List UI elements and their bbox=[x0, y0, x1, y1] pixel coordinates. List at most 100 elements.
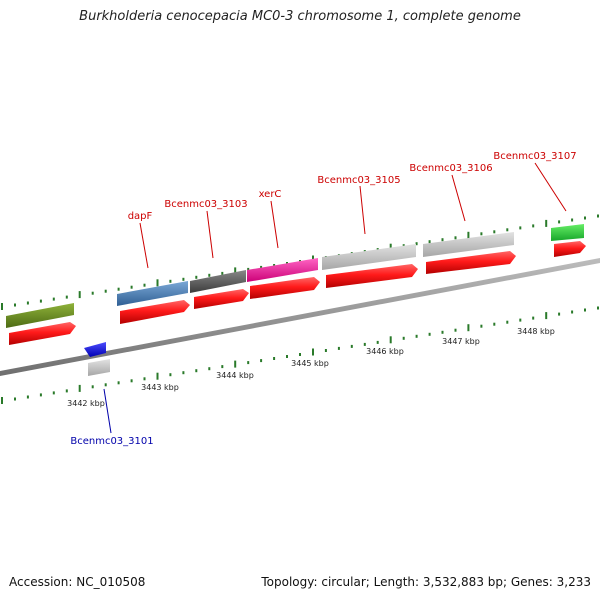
gene-label-bcenmc03-3105[interactable]: Bcenmc03_3105 bbox=[317, 175, 400, 186]
cds-arrow[interactable] bbox=[250, 277, 320, 299]
kbp-label: 3442 kbp bbox=[67, 399, 105, 408]
leader-line-xerc bbox=[270, 200, 279, 249]
upper-feature-row bbox=[6, 224, 584, 328]
lower-track-minor-tick bbox=[597, 306, 599, 310]
upper-track-minor-tick bbox=[143, 283, 146, 287]
gene-label-bcenmc03-3103[interactable]: Bcenmc03_3103 bbox=[164, 199, 247, 210]
upper-track-minor-tick bbox=[91, 291, 94, 295]
upper-track-minor-tick bbox=[493, 230, 496, 234]
gene-feature-bcenmc03-3106[interactable] bbox=[423, 232, 514, 257]
cds-arrow[interactable] bbox=[554, 241, 586, 257]
upper-track-minor-tick bbox=[52, 297, 55, 301]
gene-feature-bcenmc03-3105[interactable] bbox=[322, 244, 416, 270]
lower-track-minor-tick bbox=[350, 344, 353, 348]
lower-track-minor-tick bbox=[104, 383, 107, 387]
upper-track-minor-tick bbox=[221, 271, 224, 275]
lower-track-minor-tick bbox=[91, 385, 94, 389]
lower-track-minor-tick bbox=[14, 397, 16, 401]
lower-track-minor-tick bbox=[441, 330, 444, 334]
gene-label-xerc[interactable]: xerC bbox=[259, 189, 282, 200]
reverse-feature-row bbox=[84, 342, 110, 376]
cds-arrow[interactable] bbox=[426, 251, 516, 274]
gene-feature-reverse-blue[interactable] bbox=[84, 342, 106, 357]
upper-track-minor-tick bbox=[441, 238, 444, 242]
gene-feature-dapf[interactable] bbox=[117, 281, 188, 306]
cds-arrow[interactable] bbox=[120, 300, 190, 324]
lower-track-major-tick bbox=[1, 397, 3, 404]
lower-track-major-tick bbox=[234, 360, 237, 368]
upper-track-major-tick bbox=[389, 243, 392, 251]
upper-track-minor-tick bbox=[195, 275, 198, 279]
lower-track-minor-tick bbox=[558, 312, 561, 316]
lower-track-minor-tick bbox=[454, 328, 457, 332]
upper-track-minor-tick bbox=[169, 279, 172, 283]
upper-track-minor-tick bbox=[65, 295, 68, 299]
lower-track-minor-tick bbox=[480, 324, 483, 328]
lower-track-major-tick bbox=[78, 384, 81, 392]
lower-track-minor-tick bbox=[428, 332, 431, 336]
cds-arrow[interactable] bbox=[194, 289, 249, 309]
lower-track-minor-tick bbox=[169, 373, 172, 377]
gene-feature-olive[interactable] bbox=[6, 303, 74, 328]
lower-track-major-tick bbox=[545, 312, 548, 320]
lower-track-minor-tick bbox=[402, 336, 405, 340]
lower-track-minor-tick bbox=[571, 310, 574, 314]
lower-track-minor-tick bbox=[273, 357, 276, 360]
lower-track-minor-tick bbox=[208, 367, 211, 371]
lower-track-minor-tick bbox=[493, 322, 496, 326]
upper-track-minor-tick bbox=[532, 224, 535, 228]
gene-label-bcenmc03-3106[interactable]: Bcenmc03_3106 bbox=[409, 163, 492, 174]
label-leader-lines bbox=[103, 162, 567, 434]
upper-track-minor-tick bbox=[39, 299, 42, 303]
upper-track-minor-tick bbox=[519, 226, 522, 230]
upper-track-minor-tick bbox=[402, 244, 405, 248]
lower-track-minor-tick bbox=[337, 346, 340, 350]
upper-track-minor-tick bbox=[571, 218, 574, 222]
accession-text: Accession: NC_010508 bbox=[9, 575, 146, 589]
upper-track-minor-tick bbox=[208, 273, 211, 277]
diagram-title: Burkholderia cenocepacia MC0-3 chromosom… bbox=[79, 9, 521, 24]
lower-track-major-tick bbox=[389, 336, 392, 344]
kbp-label: 3443 kbp bbox=[141, 383, 179, 392]
lower-track-minor-tick bbox=[39, 393, 42, 397]
upper-track-minor-tick bbox=[260, 265, 263, 269]
leader-line-bcenmc03-3107 bbox=[534, 162, 567, 212]
lower-track-minor-tick bbox=[26, 395, 29, 399]
cds-arrow-row bbox=[9, 241, 586, 345]
lower-track-minor-tick bbox=[506, 320, 509, 324]
upper-track-minor-tick bbox=[454, 236, 457, 240]
upper-track-minor-tick bbox=[130, 285, 133, 289]
upper-track-minor-tick bbox=[182, 277, 185, 281]
upper-track-minor-tick bbox=[117, 287, 120, 291]
kbp-label: 3447 kbp bbox=[442, 337, 480, 346]
lower-track-minor-tick bbox=[584, 308, 586, 312]
lower-track-minor-tick bbox=[117, 381, 120, 385]
upper-track-major-tick bbox=[234, 267, 237, 275]
lower-track-minor-tick bbox=[286, 355, 288, 358]
gene-feature-bcenmc03-3103[interactable] bbox=[190, 270, 246, 293]
topology-text: Topology: circular; Length: 3,532,883 bp… bbox=[261, 575, 591, 589]
lower-track-minor-tick bbox=[52, 391, 55, 395]
gene-label-dapf[interactable]: dapF bbox=[128, 211, 153, 222]
leader-line-dapf bbox=[139, 222, 149, 269]
lower-track-major-tick bbox=[156, 372, 159, 380]
leader-line-bcenmc03-3103 bbox=[206, 210, 214, 259]
upper-track-minor-tick bbox=[558, 220, 561, 224]
cds-arrow[interactable] bbox=[326, 264, 418, 288]
upper-track-major-tick bbox=[156, 279, 159, 287]
gene-feature-bcenmc03-3107[interactable] bbox=[551, 224, 584, 241]
upper-track-minor-tick bbox=[247, 267, 250, 271]
gene-feature-xerc[interactable] bbox=[247, 258, 318, 282]
leader-line-bcenmc03-3106 bbox=[451, 174, 466, 222]
cds-arrow[interactable] bbox=[9, 322, 76, 345]
upper-track-minor-tick bbox=[415, 242, 418, 246]
gene-feature-bcenmc03-3101[interactable] bbox=[88, 359, 110, 376]
leader-line-bcenmc03-3105 bbox=[359, 185, 366, 235]
upper-track-minor-tick bbox=[26, 301, 29, 305]
lower-track-major-tick bbox=[467, 324, 470, 332]
gene-label-bcenmc03-3101[interactable]: Bcenmc03_3101 bbox=[70, 436, 153, 447]
leader-line-bcenmc03-3101 bbox=[103, 388, 112, 434]
gene-label-bcenmc03-3107[interactable]: Bcenmc03_3107 bbox=[493, 151, 576, 162]
kbp-label: 3444 kbp bbox=[216, 371, 254, 380]
